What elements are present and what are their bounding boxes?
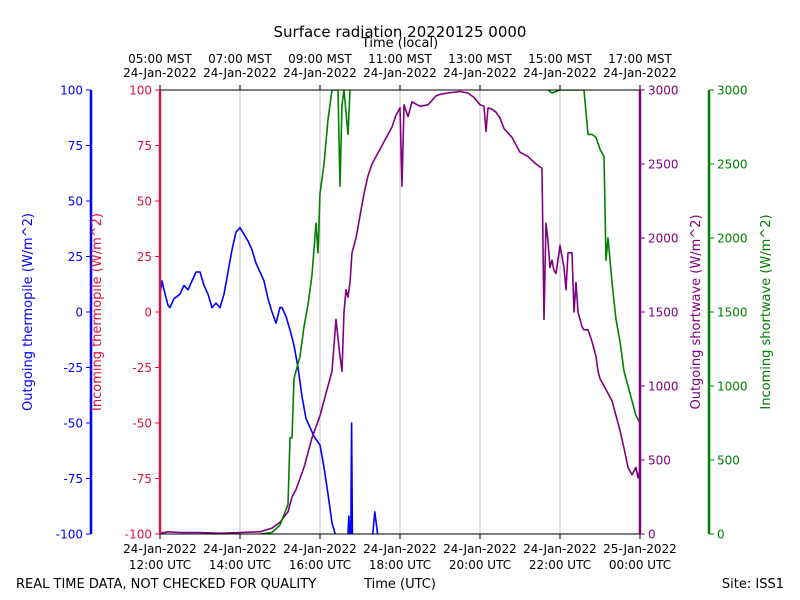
y-tick-label: 500 <box>717 454 740 468</box>
y-tick-label: -50 <box>132 417 152 431</box>
axis-incoming_thermopile: -100 -75 -50 -25 0 25 50 75 100 Incoming thermopi… <box>90 84 162 542</box>
y-tick-label: 1000 <box>648 380 679 394</box>
top-tick-time: 15:00 MST <box>528 52 592 66</box>
y-tick-label: 3000 <box>648 84 679 98</box>
top-tick-time: 13:00 MST <box>448 52 512 66</box>
y-axis-label: Outgoing thermopile (W/m^2) <box>21 213 36 411</box>
x-tick-date: 24-Jan-2022 <box>443 542 517 556</box>
x-tick-time: 14:00 UTC <box>209 558 271 572</box>
x-tick-time: 18:00 UTC <box>369 558 431 572</box>
series-line-outgoing_shortwave-4 <box>160 90 640 534</box>
top-tick-date: 24-Jan-2022 <box>203 66 277 80</box>
x-axis-label: Time (UTC) <box>363 577 436 592</box>
y-tick-label: 100 <box>60 84 83 98</box>
y-tick-label: -50 <box>63 417 83 431</box>
y-tick-label: 50 <box>68 195 83 209</box>
axis-incoming_shortwave: 0 500 1000 1500 2000 2500 3000 Incoming shortwa… <box>707 84 774 542</box>
site-label: Site: ISS1 <box>722 577 784 592</box>
y-tick-label: 500 <box>648 454 671 468</box>
y-axis-label: Outgoing shortwave (W/m^2) <box>689 214 704 409</box>
gridlines <box>159 90 641 534</box>
x-tick-date: 24-Jan-2022 <box>363 542 437 556</box>
y-tick-label: 1500 <box>717 306 748 320</box>
y-tick-label: 2500 <box>648 158 679 172</box>
x-tick-date: 24-Jan-2022 <box>283 542 357 556</box>
y-tick-label: -75 <box>132 472 152 486</box>
top-tick-date: 24-Jan-2022 <box>123 66 197 80</box>
y-tick-label: -100 <box>56 528 83 542</box>
y-tick-label: 0 <box>75 306 83 320</box>
y-tick-label: 0 <box>717 528 725 542</box>
top-tick-time: 05:00 MST <box>128 52 192 66</box>
series-line-incoming_shortwave-5 <box>259 90 351 534</box>
y-tick-label: -100 <box>125 528 152 542</box>
y-tick-label: 75 <box>68 139 83 153</box>
axes-layer: -100 -75 -50 -25 0 25 50 75 100 Outgoing thermopi… <box>21 84 774 542</box>
x-tick-time: 00:00 UTC <box>609 558 671 572</box>
top-tick-time: 17:00 MST <box>608 52 672 66</box>
series-line-incoming_shortwave-6 <box>547 90 640 427</box>
series-line-outgoing_thermopile-0 <box>160 226 336 534</box>
x-tick-time: 16:00 UTC <box>289 558 351 572</box>
y-tick-label: -75 <box>63 472 83 486</box>
x-tick-time: 12:00 UTC <box>129 558 191 572</box>
top-tick-time: 11:00 MST <box>368 52 432 66</box>
series-line-outgoing_thermopile-3 <box>372 511 379 534</box>
y-tick-label: 100 <box>129 84 152 98</box>
top-tick-time: 07:00 MST <box>208 52 272 66</box>
y-tick-label: 25 <box>137 250 152 264</box>
y-tick-label: 75 <box>137 139 152 153</box>
chart-title: Surface radiation 20220125 0000 <box>274 23 527 41</box>
y-tick-label: 3000 <box>717 84 748 98</box>
y-tick-label: 1000 <box>717 380 748 394</box>
y-tick-label: 0 <box>648 528 656 542</box>
y-tick-label: 50 <box>137 195 152 209</box>
y-axis-label: Incoming thermopile (W/m^2) <box>90 213 105 411</box>
x-tick-time: 22:00 UTC <box>529 558 591 572</box>
top-tick-date: 24-Jan-2022 <box>283 66 357 80</box>
y-tick-label: 2000 <box>648 232 679 246</box>
top-tick-date: 24-Jan-2022 <box>443 66 517 80</box>
top-axis-label: Time (local) <box>361 36 438 51</box>
series-line-outgoing_thermopile-1 <box>347 515 351 534</box>
axis-outgoing_thermopile: -100 -75 -50 -25 0 25 50 75 100 Outgoing thermopi… <box>21 84 93 542</box>
x-tick-date: 25-Jan-2022 <box>603 542 677 556</box>
top-tick-time: 09:00 MST <box>288 52 352 66</box>
y-tick-label: 0 <box>144 306 152 320</box>
quality-note: REAL TIME DATA, NOT CHECKED FOR QUALITY <box>16 577 316 592</box>
top-tick-date: 24-Jan-2022 <box>523 66 597 80</box>
x-tick-date: 24-Jan-2022 <box>123 542 197 556</box>
series-layer <box>160 90 640 534</box>
y-axis-label: Incoming shortwave (W/m^2) <box>759 214 774 409</box>
y-tick-label: -25 <box>132 361 152 375</box>
x-ticks: 24-Jan-2022 12:00 UTC 24-Jan-2022 14:00 UTC… <box>123 52 677 572</box>
y-tick-label: 1500 <box>648 306 679 320</box>
y-tick-label: 2000 <box>717 232 748 246</box>
y-tick-label: -25 <box>63 361 83 375</box>
x-tick-date: 24-Jan-2022 <box>523 542 597 556</box>
x-tick-time: 20:00 UTC <box>449 558 511 572</box>
x-tick-date: 24-Jan-2022 <box>203 542 277 556</box>
axis-outgoing_shortwave: 0 500 1000 1500 2000 2500 3000 Outgoing shortwa… <box>638 84 704 542</box>
top-tick-date: 24-Jan-2022 <box>363 66 437 80</box>
y-tick-label: 25 <box>68 250 83 264</box>
series-line-outgoing_thermopile-2 <box>350 422 354 534</box>
y-tick-label: 2500 <box>717 158 748 172</box>
top-tick-date: 24-Jan-2022 <box>603 66 677 80</box>
